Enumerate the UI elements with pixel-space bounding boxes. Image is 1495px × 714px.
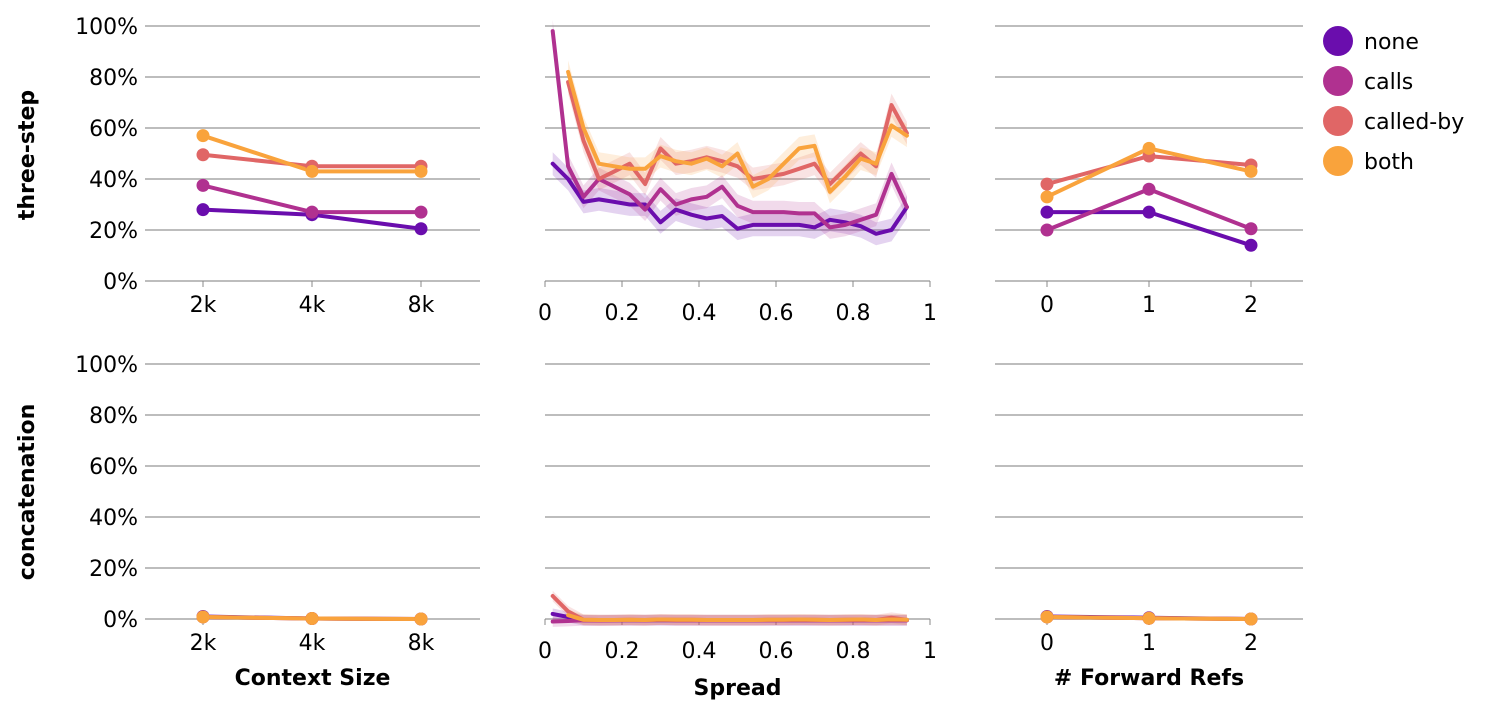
xtick-label-three-step-spread-5: 1 bbox=[923, 301, 937, 326]
xtick-label-concatenation-spread-4: 0.8 bbox=[836, 639, 871, 664]
xtick-label-concatenation-forward-1: 1 bbox=[1142, 631, 1156, 656]
legend-swatch-both bbox=[1323, 146, 1353, 176]
xtick-label-three-step-spread-1: 0.2 bbox=[605, 301, 640, 326]
xtick-label-concatenation-spread-3: 0.6 bbox=[759, 639, 794, 664]
chart-figure: 0% 20% 40% 60% 80% 100% 0% 20% 40% 60% 80% 100% thre… bbox=[0, 0, 1495, 714]
point-concatenation-context-both-0 bbox=[197, 610, 210, 623]
point-three-step-forward-none-1 bbox=[1143, 206, 1156, 219]
xtick-label-concatenation-context-2: 8k bbox=[408, 631, 435, 656]
point-three-step-context-called-by-0 bbox=[197, 148, 210, 161]
point-three-step-forward-none-0 bbox=[1041, 206, 1054, 219]
xtick-label-concatenation-spread-1: 0.2 bbox=[605, 639, 640, 664]
point-concatenation-context-both-2 bbox=[415, 613, 428, 626]
ytick-label-concatenation-1: 20% bbox=[89, 557, 138, 582]
point-three-step-context-calls-1 bbox=[306, 206, 319, 219]
line-layer bbox=[203, 31, 1251, 621]
label-layer: 0% 20% 40% 60% 80% 100% 0% 20% 40% 60% 80% 100% thre… bbox=[15, 15, 1258, 701]
xtick-label-three-step-forward-1: 1 bbox=[1142, 293, 1156, 318]
xtick-label-concatenation-spread-5: 1 bbox=[923, 639, 937, 664]
point-three-step-context-calls-2 bbox=[415, 206, 428, 219]
grid-layer bbox=[145, 26, 1303, 625]
point-three-step-context-none-2 bbox=[415, 222, 428, 235]
point-three-step-forward-calls-1 bbox=[1143, 183, 1156, 196]
point-concatenation-forward-both-1 bbox=[1143, 612, 1156, 625]
ytick-label-three-step-0: 0% bbox=[103, 270, 138, 295]
xtick-label-three-step-spread-0: 0 bbox=[538, 301, 552, 326]
point-three-step-context-both-0 bbox=[197, 129, 210, 142]
point-three-step-forward-both-2 bbox=[1245, 165, 1258, 178]
ytick-label-three-step-1: 20% bbox=[89, 219, 138, 244]
xtick-label-three-step-context-1: 4k bbox=[299, 293, 326, 318]
legend: none calls called-by both bbox=[1323, 26, 1464, 176]
point-concatenation-forward-both-2 bbox=[1245, 613, 1258, 626]
point-three-step-forward-both-0 bbox=[1041, 190, 1054, 203]
ytick-label-concatenation-2: 40% bbox=[89, 506, 138, 531]
legend-swatch-called-by bbox=[1323, 106, 1353, 136]
legend-label-called-by: called-by bbox=[1364, 110, 1464, 135]
xtick-label-concatenation-spread-0: 0 bbox=[538, 639, 552, 664]
xtick-label-concatenation-spread-2: 0.4 bbox=[682, 639, 717, 664]
row-title-concatenation: concatenation bbox=[15, 404, 40, 580]
point-three-step-context-none-0 bbox=[197, 203, 210, 216]
legend-label-none: none bbox=[1364, 30, 1419, 55]
point-three-step-forward-calls-2 bbox=[1245, 222, 1258, 235]
xtick-label-concatenation-context-0: 2k bbox=[190, 631, 217, 656]
ytick-label-concatenation-0: 0% bbox=[103, 608, 138, 633]
row-title-three-step: three-step bbox=[15, 90, 40, 220]
point-three-step-context-both-2 bbox=[415, 165, 428, 178]
xtick-label-three-step-forward-0: 0 bbox=[1040, 293, 1054, 318]
legend-swatch-none bbox=[1323, 26, 1353, 56]
ytick-label-three-step-2: 40% bbox=[89, 168, 138, 193]
x-axis-title-context: Context Size bbox=[235, 666, 391, 691]
xtick-label-concatenation-forward-2: 2 bbox=[1244, 631, 1258, 656]
ytick-label-three-step-4: 80% bbox=[89, 66, 138, 91]
point-three-step-forward-both-1 bbox=[1143, 142, 1156, 155]
point-three-step-forward-none-2 bbox=[1245, 239, 1258, 252]
point-three-step-context-calls-0 bbox=[197, 179, 210, 192]
xtick-label-three-step-context-0: 2k bbox=[190, 293, 217, 318]
point-concatenation-forward-both-0 bbox=[1041, 610, 1054, 623]
xtick-label-three-step-context-2: 8k bbox=[408, 293, 435, 318]
ytick-label-concatenation-3: 60% bbox=[89, 455, 138, 480]
xtick-label-concatenation-forward-0: 0 bbox=[1040, 631, 1054, 656]
point-three-step-forward-called-by-0 bbox=[1041, 178, 1054, 191]
point-three-step-forward-calls-0 bbox=[1041, 224, 1054, 237]
x-axis-title-forward: # Forward Refs bbox=[1054, 666, 1244, 691]
legend-label-both: both bbox=[1364, 150, 1414, 175]
legend-swatch-calls bbox=[1323, 66, 1353, 96]
ytick-label-concatenation-5: 100% bbox=[75, 353, 138, 378]
x-axis-title-spread: Spread bbox=[694, 676, 782, 701]
ytick-label-three-step-3: 60% bbox=[89, 117, 138, 142]
xtick-label-three-step-forward-2: 2 bbox=[1244, 293, 1258, 318]
ytick-label-concatenation-4: 80% bbox=[89, 404, 138, 429]
xtick-label-three-step-spread-3: 0.6 bbox=[759, 301, 794, 326]
xtick-label-concatenation-context-1: 4k bbox=[299, 631, 326, 656]
point-three-step-context-both-1 bbox=[306, 165, 319, 178]
xtick-label-three-step-spread-2: 0.4 bbox=[682, 301, 717, 326]
legend-label-calls: calls bbox=[1364, 70, 1413, 95]
xtick-label-three-step-spread-4: 0.8 bbox=[836, 301, 871, 326]
ytick-label-three-step-5: 100% bbox=[75, 15, 138, 40]
point-concatenation-context-both-1 bbox=[306, 612, 319, 625]
